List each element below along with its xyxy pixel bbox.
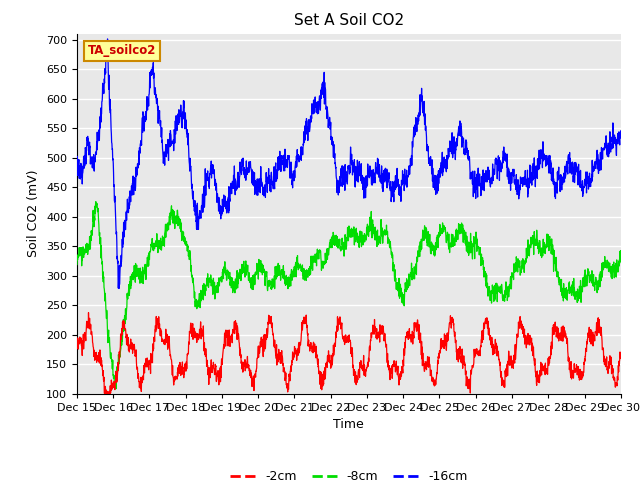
X-axis label: Time: Time xyxy=(333,418,364,431)
Legend: -2cm, -8cm, -16cm: -2cm, -8cm, -16cm xyxy=(225,465,472,480)
Title: Set A Soil CO2: Set A Soil CO2 xyxy=(294,13,404,28)
Text: TA_soilco2: TA_soilco2 xyxy=(88,44,156,58)
Y-axis label: Soil CO2 (mV): Soil CO2 (mV) xyxy=(28,170,40,257)
